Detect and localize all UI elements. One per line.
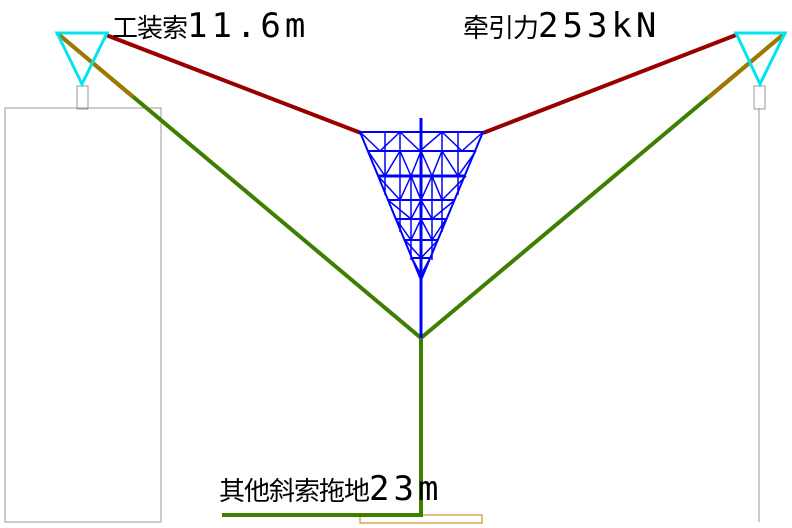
left-anchor-post (76, 85, 89, 110)
installation-cable-value: 11.6m (187, 6, 310, 46)
installation-cable-text: 工装索 (112, 14, 188, 44)
other-cables-value: 23m (369, 469, 443, 509)
installation-cable-left (105, 33, 362, 135)
traction-force-text: 牵引力 (463, 14, 539, 44)
traction-force-label: 牵引力253kN (463, 9, 660, 43)
traction-force-value: 253kN (538, 6, 661, 46)
other-cables-label: 其他斜索拖地23m (219, 472, 442, 506)
stay-cable-left-near-anchor (55, 31, 135, 99)
left-anchor-frame (54, 31, 110, 88)
installation-cable-right (482, 33, 737, 135)
other-cables-text: 其他斜索拖地 (219, 477, 370, 507)
stay-cable-ground-run (222, 338, 423, 517)
tower-truss (358, 118, 485, 338)
left-support-column (4, 107, 162, 523)
right-anchor-frame (733, 31, 788, 88)
right-anchor-post (753, 85, 766, 110)
stay-cable-right-near-anchor (706, 31, 787, 100)
installation-cable-label: 工装索11.6m (112, 9, 309, 43)
